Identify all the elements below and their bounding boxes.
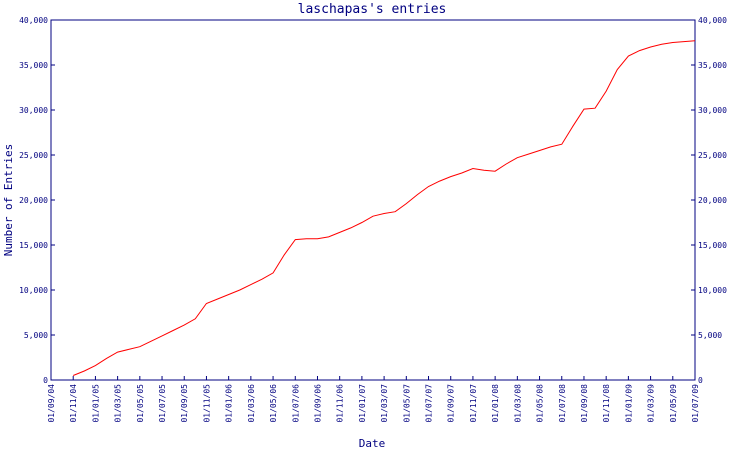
x-tick-label: 01/07/09 — [691, 384, 700, 423]
x-tick-label: 01/07/05 — [158, 384, 167, 423]
x-tick-label: 01/09/07 — [447, 384, 456, 423]
y-tick-label-left: 10,000 — [19, 286, 48, 295]
x-tick-label: 01/05/07 — [402, 384, 411, 423]
x-tick-label: 01/11/05 — [202, 384, 211, 423]
y-tick-label-left: 40,000 — [19, 16, 48, 25]
y-tick-label-left: 30,000 — [19, 106, 48, 115]
x-tick-label: 01/03/05 — [114, 384, 123, 423]
x-tick-label: 01/01/05 — [91, 384, 100, 423]
x-tick-label: 01/03/08 — [513, 384, 522, 423]
y-tick-label-left: 25,000 — [19, 151, 48, 160]
y-tick-label-right: 0 — [698, 376, 703, 385]
x-tick-label: 01/01/06 — [225, 384, 234, 423]
y-tick-label-right: 30,000 — [698, 106, 727, 115]
y-tick-label-left: 20,000 — [19, 196, 48, 205]
x-tick-label: 01/05/08 — [536, 384, 545, 423]
chart-title: laschapas's entries — [298, 2, 447, 17]
x-tick-label: 01/01/07 — [358, 384, 367, 423]
x-tick-label: 01/11/08 — [602, 384, 611, 423]
x-tick-label: 01/07/07 — [425, 384, 434, 423]
y-tick-label-left: 5,000 — [24, 331, 48, 340]
y-tick-label-right: 20,000 — [698, 196, 727, 205]
x-tick-label: 01/09/04 — [47, 384, 56, 423]
x-tick-label: 01/09/08 — [580, 384, 589, 423]
x-tick-label: 01/05/05 — [136, 384, 145, 423]
x-tick-label: 01/03/07 — [380, 384, 389, 423]
series-line-entries — [73, 40, 696, 376]
x-tick-label: 01/01/09 — [624, 384, 633, 423]
x-tick-label: 01/01/08 — [491, 384, 500, 423]
x-tick-label: 01/11/04 — [69, 384, 78, 423]
x-axis-label: Date — [359, 437, 386, 450]
y-axis-right: 0 5,000 10,000 15,000 20,000 25,000 30,000 35,0… — [691, 16, 727, 385]
y-tick-label-right: 25,000 — [698, 151, 727, 160]
x-tick-label: 01/09/06 — [313, 384, 322, 423]
y-tick-label-right: 5,000 — [698, 331, 722, 340]
x-tick-label: 01/03/06 — [247, 384, 256, 423]
x-tick-label: 01/07/06 — [291, 384, 300, 423]
x-tick-label: 01/03/09 — [647, 384, 656, 423]
x-tick-label: 01/11/06 — [336, 384, 345, 423]
x-tick-label: 01/11/07 — [469, 384, 478, 423]
y-tick-label-right: 10,000 — [698, 286, 727, 295]
x-tick-label: 01/05/06 — [269, 384, 278, 423]
x-axis: 01/09/04 01/11/04 01/01/05 01/03/05 01/05/05… — [47, 376, 700, 423]
y-axis-left: 0 5,000 10,000 15,000 20,000 25,000 30,000 35,0… — [19, 16, 55, 385]
x-tick-label: 01/07/08 — [558, 384, 567, 423]
y-tick-label-left: 0 — [43, 376, 48, 385]
y-tick-label-left: 35,000 — [19, 61, 48, 70]
x-tick-label: 01/05/09 — [669, 384, 678, 423]
x-tick-label: 01/09/05 — [180, 384, 189, 423]
y-tick-label-right: 15,000 — [698, 241, 727, 250]
plot-frame — [50, 19, 696, 381]
y-tick-label-left: 15,000 — [19, 241, 48, 250]
y-tick-label-right: 40,000 — [698, 16, 727, 25]
y-tick-label-right: 35,000 — [698, 61, 727, 70]
y-axis-label: Number of Entries — [2, 144, 15, 257]
